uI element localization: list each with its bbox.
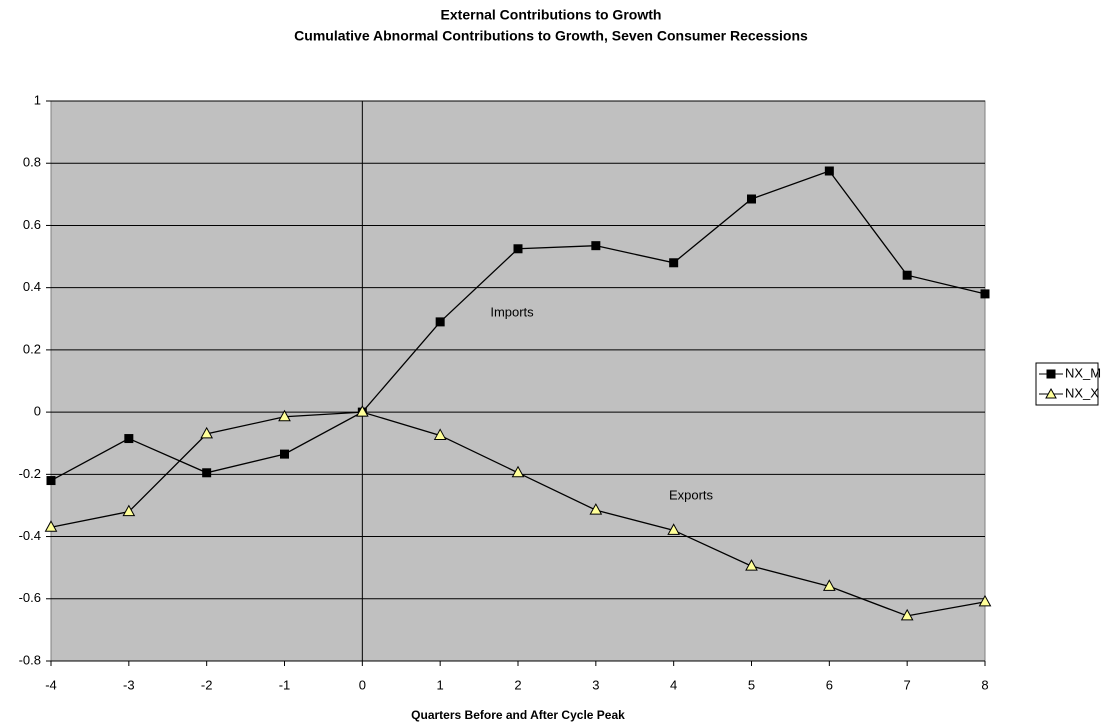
marker [200, 426, 214, 439]
y-tick-label: 0.4 [23, 279, 41, 294]
annotation: Imports [490, 304, 534, 319]
marker [978, 594, 992, 607]
y-tick-label: 0 [34, 404, 41, 419]
plot-area [50, 100, 986, 662]
marker [280, 449, 289, 459]
marker [900, 608, 914, 621]
x-tick-label: 5 [748, 677, 755, 692]
marker [980, 289, 990, 299]
x-tick-label: 6 [826, 677, 833, 692]
legend-label: NX_M [1065, 365, 1101, 380]
marker [824, 166, 834, 176]
legend: NX_M NX_X [1035, 362, 1101, 406]
marker [589, 503, 603, 515]
y-tick-label: 0.8 [23, 155, 41, 170]
x-tick-label: 8 [981, 677, 988, 692]
x-tick-label: -3 [123, 677, 135, 692]
marker [44, 520, 58, 532]
marker [822, 579, 836, 591]
y-tick-label: -0.8 [19, 652, 41, 667]
marker [278, 409, 291, 422]
x-tick-label: -1 [279, 677, 291, 692]
x-tick-label: 4 [670, 677, 677, 692]
marker [433, 428, 447, 440]
marker [513, 244, 523, 254]
y-tick-label: -0.4 [19, 528, 41, 543]
legend-marker [1045, 387, 1057, 399]
marker [669, 258, 679, 268]
marker [747, 194, 756, 204]
x-tick-label: -2 [201, 677, 213, 692]
y-tick-label: 0.2 [23, 341, 41, 356]
marker [745, 559, 758, 571]
annotation: Exports [669, 487, 714, 502]
marker [902, 270, 912, 280]
x-tick-label: 3 [592, 677, 599, 692]
marker [355, 405, 369, 417]
x-tick-label: 1 [437, 677, 444, 692]
marker [122, 504, 136, 517]
y-tick-label: -0.6 [19, 590, 41, 605]
x-tick-label: 0 [359, 677, 366, 692]
x-tick-label: 2 [514, 677, 521, 692]
x-axis-label: Quarters Before and After Cycle Peak [411, 708, 625, 722]
marker [46, 476, 56, 486]
marker [591, 241, 601, 251]
y-tick-label: 0.6 [23, 217, 41, 232]
x-tick-label: 7 [904, 677, 911, 692]
marker [667, 523, 681, 535]
y-tick-label: 1 [34, 92, 41, 107]
marker [435, 317, 445, 327]
chart-title: External Contributions to Growth [441, 7, 662, 23]
marker [124, 434, 134, 444]
legend-label: NX_X [1065, 385, 1099, 400]
x-tick-label: -4 [45, 677, 57, 692]
marker [202, 468, 212, 478]
chart-subtitle: Cumulative Abnormal Contributions to Gro… [294, 28, 808, 44]
legend-marker [1046, 369, 1056, 379]
y-tick-label: -0.2 [19, 466, 41, 481]
marker [511, 465, 525, 478]
